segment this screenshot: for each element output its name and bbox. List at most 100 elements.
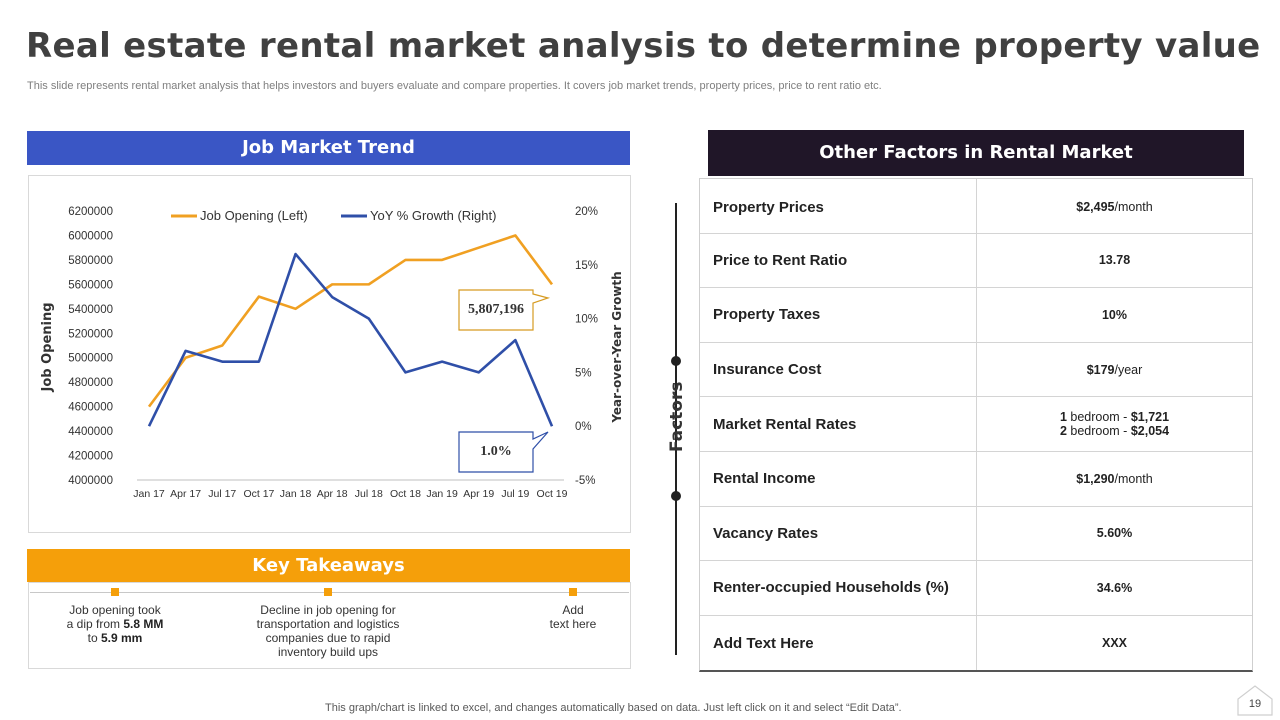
takeaway-1-line1: Job opening took: [69, 603, 161, 617]
factor-label: Price to Rent Ratio: [700, 233, 977, 288]
factor-value: XXX: [1101, 636, 1127, 651]
legend-label: Job Opening (Left): [200, 208, 308, 223]
x-tick-label: Jul 19: [501, 488, 529, 500]
x-tick-label: Oct 17: [243, 488, 274, 500]
end-growth-callout: 1.0%: [458, 431, 549, 473]
factors-table: Property Prices $2,495/month Price to Re…: [699, 178, 1253, 673]
x-tick-label: Jan 18: [280, 488, 312, 500]
y-tick-label: 5800000: [68, 255, 113, 267]
low-callout-text: 1.0%: [480, 444, 512, 459]
takeaway-bullet-1: [111, 588, 119, 596]
y-tick-label: 5400000: [68, 304, 113, 316]
chart-svg: 4000000 4200000 4400000 4600000 4800000 50000…: [40, 206, 624, 500]
factor-label: Renter-occupied Households (%): [700, 561, 977, 615]
y-tick-label: 4400000: [68, 426, 113, 438]
factor-value: 1 bedroom - $1,721 2 bedroom - $2,054: [977, 397, 1252, 451]
factors-timeline: [675, 203, 677, 655]
y2-axis-title: Year-over-Year Growth: [610, 271, 624, 423]
takeaway-2-line4: inventory build ups: [277, 645, 379, 659]
footer-note: This graph/chart is linked to excel, and…: [325, 702, 902, 714]
series-line-2: [147, 252, 554, 427]
page-title: Real estate rental market analysis to de…: [26, 26, 1261, 66]
rental-rate-2bed: 2 bedroom - $2,054: [1059, 424, 1170, 439]
factor-label: Vacancy Rates: [700, 506, 977, 561]
factor-label: Market Rental Rates: [700, 397, 977, 451]
factors-side-label: Factors: [667, 381, 687, 452]
table-row: Add Text Here XXX: [700, 615, 1252, 671]
table-row: Vacancy Rates 5.60%: [700, 506, 1252, 562]
page-number: 19: [1248, 698, 1262, 710]
x-tick-label: Jan 19: [426, 488, 458, 500]
factor-value: 10%: [1101, 307, 1128, 322]
y-tick-label: 4800000: [68, 377, 113, 389]
x-tick-label: Jan 17: [133, 488, 165, 500]
takeaway-1-line2: a dip from 5.8 MM: [66, 617, 164, 631]
factor-label: Property Prices: [700, 179, 977, 233]
key-takeaways-heading: Key Takeaways: [27, 549, 630, 582]
home-shape-icon: [1237, 685, 1273, 716]
timeline-dot-bottom: [671, 491, 681, 501]
table-row: Market Rental Rates 1 bedroom - $1,721 2…: [700, 397, 1252, 452]
takeaway-1-line3: to 5.9 mm: [87, 631, 143, 645]
x-tick-label: Apr 17: [170, 488, 201, 500]
page-number-badge: 19: [1236, 684, 1274, 716]
x-tick-label: Jul 18: [355, 488, 383, 500]
legend-label: YoY % Growth (Right): [370, 208, 496, 223]
x-tick-label: Jul 17: [208, 488, 236, 500]
x-tick-label: Apr 19: [463, 488, 494, 500]
takeaway-3-line1: Add: [562, 603, 584, 617]
y-tick-label: 4200000: [68, 451, 113, 463]
y-tick-label: 5200000: [68, 328, 113, 340]
y-tick-label: 6200000: [68, 206, 113, 218]
factor-value: 13.78: [1098, 253, 1131, 268]
table-row: Rental Income $1,290/month: [700, 451, 1252, 507]
low-callout-shape: [458, 431, 549, 473]
factor-label: Insurance Cost: [700, 342, 977, 397]
peak-value-callout: 5,807,196: [458, 289, 551, 331]
series-line-1: [147, 234, 554, 408]
key-takeaways-box: [28, 582, 631, 669]
rental-rate-1bed: 1 bedroom - $1,721: [1059, 410, 1170, 425]
x-tick-label: Oct 18: [390, 488, 421, 500]
factor-value: $179/year: [1086, 362, 1143, 377]
y2-tick-label: 10%: [575, 314, 598, 326]
y-axis-title: Job Opening: [40, 302, 55, 392]
factor-label: Property Taxes: [700, 288, 977, 342]
y2-tick-label: 15%: [575, 260, 598, 272]
timeline-dot-top: [671, 356, 681, 366]
peak-callout-shape: [458, 289, 551, 331]
y2-tick-label: 5%: [575, 367, 592, 379]
y-tick-label: 4600000: [68, 402, 113, 414]
job-market-chart[interactable]: 4000000 4200000 4400000 4600000 4800000 50000…: [28, 175, 631, 533]
takeaway-3-line2: text here: [549, 617, 597, 631]
factor-value: 34.6%: [1096, 580, 1133, 595]
other-factors-heading: Other Factors in Rental Market: [708, 130, 1244, 176]
y2-tick-label: -5%: [575, 475, 595, 487]
factor-label: Add Text Here: [700, 615, 977, 671]
takeaway-3[interactable]: Add text here: [533, 603, 613, 631]
table-row: Property Prices $2,495/month: [700, 179, 1252, 234]
factor-value: $2,495/month: [1076, 200, 1153, 214]
table-row: Renter-occupied Households (%) 34.6%: [700, 561, 1252, 616]
takeaway-bullet-2: [324, 588, 332, 596]
page-subtitle: This slide represents rental market anal…: [27, 80, 882, 92]
table-row: Property Taxes 10%: [700, 288, 1252, 343]
y-tick-label: 6000000: [68, 230, 113, 242]
takeaway-2-line2: transportation and logistics: [256, 617, 400, 631]
takeaway-2: Decline in job opening for transportatio…: [248, 603, 408, 659]
table-row: Insurance Cost $179/year: [700, 342, 1252, 398]
takeaway-1: Job opening took a dip from 5.8 MM to 5.…: [50, 603, 180, 645]
job-market-heading: Job Market Trend: [27, 131, 630, 165]
peak-callout-text: 5,807,196: [468, 302, 524, 317]
y2-tick-label: 0%: [575, 421, 592, 433]
takeaway-bullet-3: [569, 588, 577, 596]
y2-tick-label: 20%: [575, 206, 598, 218]
y-tick-label: 5600000: [68, 279, 113, 291]
factor-label: Rental Income: [700, 451, 977, 506]
x-tick-label: Oct 19: [537, 488, 568, 500]
takeaway-2-line1: Decline in job opening for: [260, 603, 396, 617]
factor-value: 5.60%: [1096, 526, 1133, 541]
y-tick-label: 4000000: [68, 475, 113, 487]
factor-value: $1,290/month: [1076, 471, 1153, 486]
table-row: Price to Rent Ratio 13.78: [700, 233, 1252, 289]
